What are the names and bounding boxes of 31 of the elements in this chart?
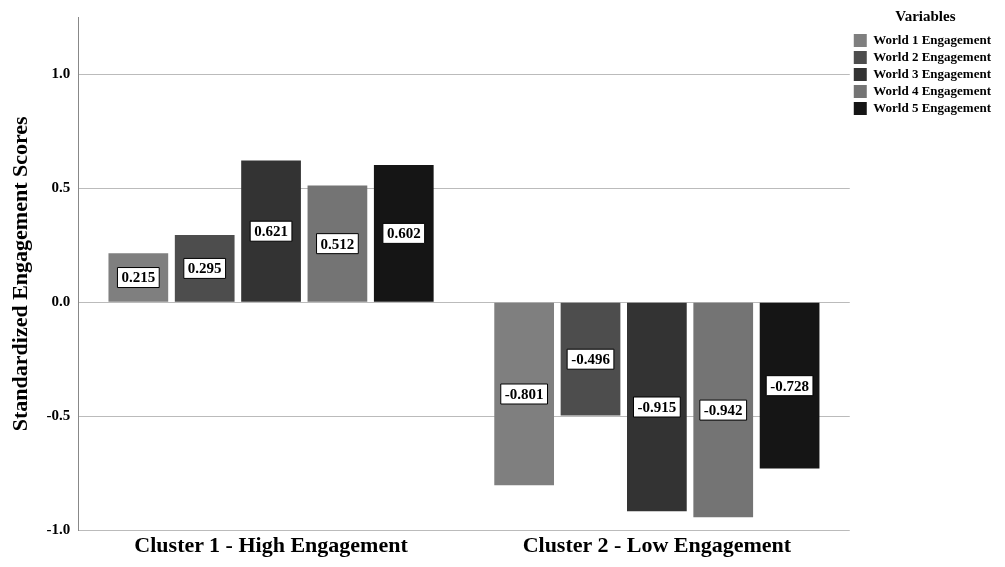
data-label: 0.215 [121,269,156,286]
data-label: -0.496 [571,351,611,368]
data-label: -0.942 [703,401,743,418]
data-label: -0.728 [770,377,809,394]
data-label: 0.621 [254,223,288,240]
data-label: 0.512 [320,235,355,252]
data-label: -0.801 [504,385,544,402]
legend-label: World 3 Engagement [873,65,992,81]
y-tick-label: 0.5 [51,179,71,196]
legend-label: World 2 Engagement [873,48,992,64]
data-label: 0.295 [187,260,222,277]
bar [494,302,555,486]
x-tick-label: Cluster 2 - Low Engagement [522,532,792,558]
x-tick-label: Cluster 1 - High Engagement [134,532,409,558]
bar [241,160,301,302]
legend-label: World 4 Engagement [873,82,992,98]
bar [627,302,687,512]
legend-label: World 5 Engagement [873,99,992,115]
data-label: -0.915 [637,398,677,415]
y-tick-label: -1.0 [46,521,71,538]
y-tick-label: 1.0 [51,64,71,81]
legend-title: Variables [895,8,956,25]
bar [759,302,820,469]
y-axis-title: Standardized Engagement Scores [6,115,32,432]
data-label: 0.602 [386,225,421,242]
bar [373,164,434,302]
y-tick-label: 0.0 [51,293,71,310]
bar [693,302,754,518]
legend-label: World 1 Engagement [873,31,992,47]
bar [307,185,368,302]
y-tick-label: -0.5 [46,407,71,424]
